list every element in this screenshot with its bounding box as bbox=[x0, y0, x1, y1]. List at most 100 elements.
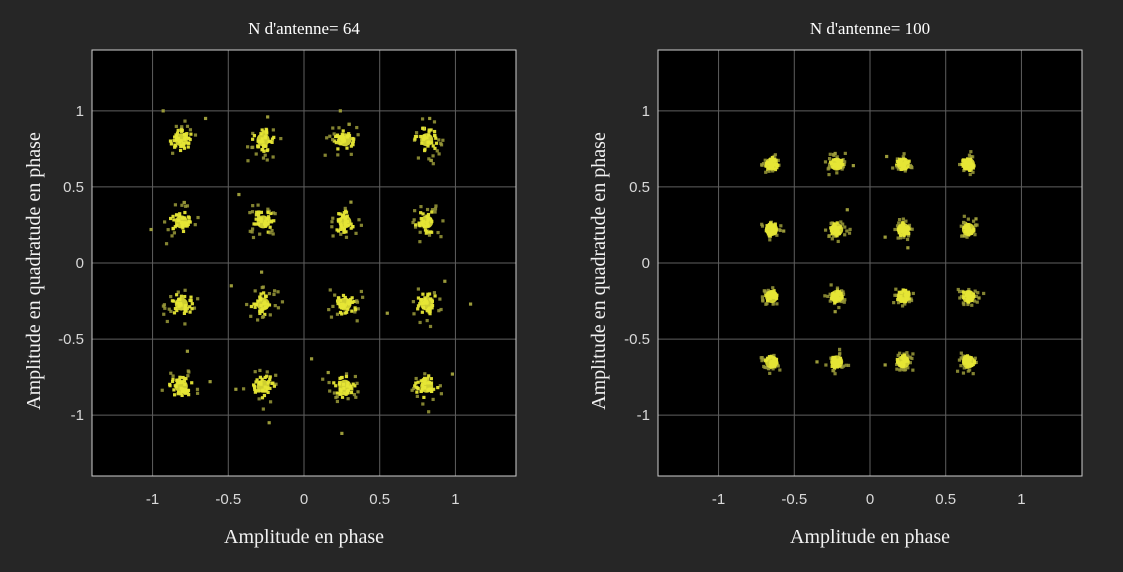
x-tick-label: 0.5 bbox=[369, 491, 390, 508]
data-point bbox=[763, 290, 767, 294]
data-point bbox=[903, 368, 907, 372]
data-point bbox=[436, 385, 440, 390]
data-point bbox=[427, 157, 431, 161]
data-point bbox=[350, 141, 355, 145]
data-point bbox=[441, 138, 445, 142]
data-point bbox=[188, 128, 193, 132]
data-point bbox=[258, 375, 262, 379]
data-point-outlier bbox=[267, 421, 271, 425]
data-point bbox=[906, 366, 910, 370]
data-point bbox=[908, 361, 912, 365]
data-point bbox=[255, 378, 259, 382]
data-point bbox=[420, 117, 425, 121]
data-point bbox=[171, 374, 175, 378]
data-point bbox=[280, 300, 285, 304]
data-point bbox=[431, 144, 435, 148]
y-tick-label: 0.5 bbox=[629, 179, 650, 196]
data-point bbox=[183, 322, 187, 326]
data-point bbox=[352, 299, 356, 304]
data-point-cluster-core bbox=[174, 133, 188, 147]
data-point-outlier bbox=[885, 154, 889, 159]
data-point bbox=[331, 216, 335, 220]
x-tick-label: -0.5 bbox=[215, 491, 241, 508]
data-point bbox=[334, 384, 338, 388]
data-point bbox=[841, 222, 845, 226]
data-point bbox=[339, 227, 343, 231]
data-point bbox=[260, 315, 265, 319]
data-point bbox=[171, 214, 175, 218]
data-point-cluster-core bbox=[765, 289, 779, 303]
data-point bbox=[327, 308, 331, 312]
data-point bbox=[260, 396, 265, 400]
data-point bbox=[279, 136, 283, 141]
data-point bbox=[325, 136, 329, 140]
data-point bbox=[959, 356, 963, 360]
data-point bbox=[436, 230, 440, 235]
data-point bbox=[428, 230, 433, 234]
data-point bbox=[169, 309, 173, 313]
data-point bbox=[340, 395, 345, 399]
data-point bbox=[962, 168, 966, 173]
data-point bbox=[418, 230, 422, 234]
data-point bbox=[184, 376, 188, 381]
data-point bbox=[906, 354, 910, 358]
data-point bbox=[272, 135, 276, 139]
data-point bbox=[772, 353, 776, 358]
data-point bbox=[261, 156, 266, 160]
data-point bbox=[835, 155, 839, 159]
data-point bbox=[359, 289, 363, 294]
data-point bbox=[267, 217, 271, 221]
data-point bbox=[241, 387, 246, 391]
data-point-cluster-core bbox=[174, 215, 188, 229]
data-point bbox=[429, 128, 433, 132]
data-point bbox=[272, 219, 276, 223]
data-point bbox=[346, 391, 350, 395]
data-point bbox=[841, 165, 845, 169]
data-point-cluster-core bbox=[256, 379, 270, 393]
data-point bbox=[422, 376, 427, 380]
data-point-cluster-core bbox=[765, 223, 779, 237]
data-point bbox=[433, 210, 437, 214]
data-point bbox=[344, 374, 349, 379]
data-point bbox=[335, 312, 340, 316]
data-point bbox=[895, 367, 899, 371]
data-point bbox=[349, 226, 353, 230]
data-point bbox=[892, 301, 896, 305]
tick-labels: -1 -0.5 0 0.5 1 -1 -0.5 0 0.5 1 bbox=[624, 103, 1025, 508]
data-point bbox=[843, 298, 847, 302]
data-point bbox=[420, 310, 424, 314]
data-point bbox=[982, 291, 986, 296]
data-point bbox=[439, 307, 443, 312]
data-point bbox=[266, 148, 270, 152]
data-point bbox=[416, 156, 421, 160]
data-point bbox=[253, 289, 257, 293]
data-point bbox=[835, 221, 839, 225]
data-point bbox=[336, 229, 341, 233]
data-point bbox=[264, 128, 269, 132]
data-point-outlier bbox=[208, 380, 212, 384]
data-point bbox=[268, 378, 272, 382]
data-point-cluster-core bbox=[420, 133, 434, 147]
data-point bbox=[268, 231, 272, 235]
data-point bbox=[332, 139, 336, 143]
data-point bbox=[333, 293, 337, 297]
data-point bbox=[427, 128, 431, 132]
data-point bbox=[173, 135, 177, 139]
data-point bbox=[427, 292, 432, 296]
data-point bbox=[431, 162, 435, 166]
data-point bbox=[175, 131, 180, 135]
data-point bbox=[905, 237, 910, 242]
y-tick-label: 1 bbox=[642, 103, 650, 120]
data-point bbox=[418, 240, 422, 244]
data-point bbox=[430, 208, 435, 212]
data-point bbox=[958, 162, 962, 167]
data-point bbox=[178, 148, 183, 153]
data-point bbox=[169, 216, 173, 221]
data-point bbox=[257, 214, 261, 218]
data-point bbox=[168, 139, 173, 143]
data-point bbox=[188, 137, 192, 142]
data-point bbox=[432, 291, 437, 295]
data-point bbox=[422, 395, 426, 400]
data-point bbox=[331, 126, 335, 130]
data-point bbox=[759, 356, 763, 360]
